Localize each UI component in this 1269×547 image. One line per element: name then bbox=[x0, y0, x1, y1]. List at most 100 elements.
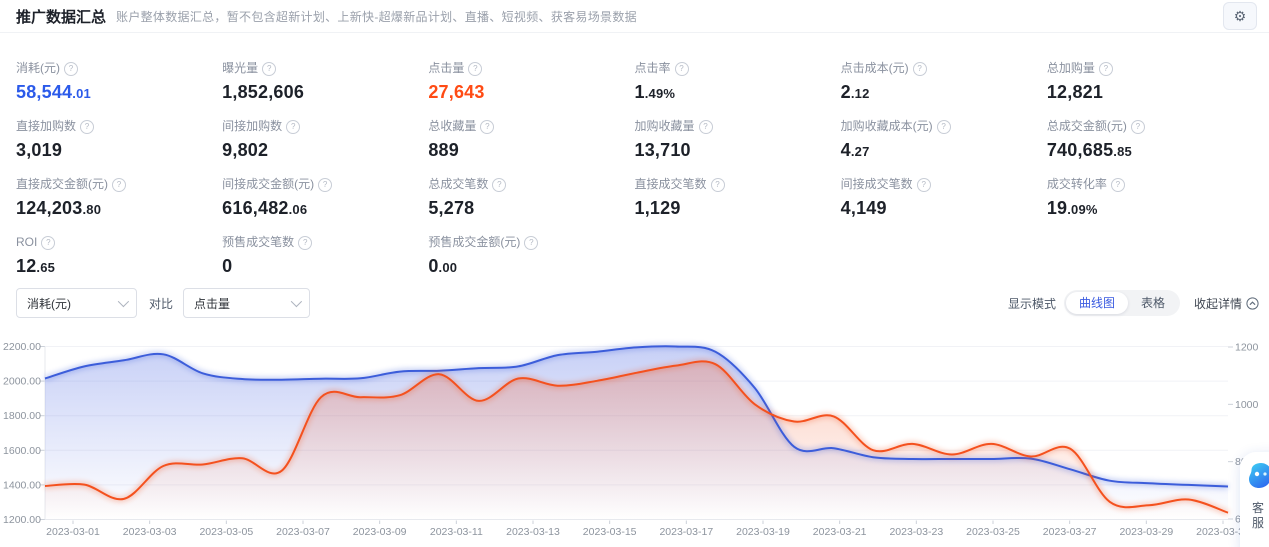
metric-value: 5,278 bbox=[428, 197, 634, 219]
help-icon[interactable]: ? bbox=[916, 177, 931, 192]
help-icon[interactable]: ? bbox=[318, 177, 333, 192]
left-axis-tick-label: 2200.00 bbox=[3, 341, 41, 353]
help-icon[interactable]: ? bbox=[524, 235, 539, 250]
metric-label-text: 预售成交笔数 bbox=[222, 235, 295, 249]
customer-service-label: 客服 bbox=[1252, 501, 1265, 530]
metric-label-text: 总加购量 bbox=[1046, 61, 1095, 75]
help-icon[interactable]: ? bbox=[1098, 61, 1113, 76]
x-axis-tick-label: 2023-03-11 bbox=[430, 526, 483, 538]
metric-value-main: 1,852,606 bbox=[222, 82, 305, 102]
trend-chart-svg: 2200.00 2000.00 1800.00 1600.00 1400.00 1200.… bbox=[3, 341, 1259, 538]
x-axis-tick-label: 2023-03-13 bbox=[506, 526, 560, 538]
metric-cell: 点击率? 1.49% bbox=[635, 47, 841, 105]
service-mascot-icon bbox=[1249, 463, 1269, 488]
metric-value: 58,544.01 bbox=[16, 81, 222, 105]
right-axis-tick-label: 1200 bbox=[1235, 342, 1259, 354]
metric-value: 27,643 bbox=[428, 81, 634, 103]
display-mode-group: 显示模式 曲线图 表格 收起详情 bbox=[1008, 290, 1259, 316]
help-icon[interactable]: ? bbox=[468, 61, 483, 76]
gear-icon: ⚙ bbox=[1233, 8, 1247, 24]
left-axis-tick-label: 1800.00 bbox=[3, 410, 41, 422]
help-icon[interactable]: ? bbox=[286, 119, 301, 134]
metric-label-text: 直接加购数 bbox=[16, 119, 77, 133]
metric-value-main: 12 bbox=[16, 256, 37, 276]
help-icon[interactable]: ? bbox=[1110, 177, 1125, 192]
settings-button[interactable]: ⚙ bbox=[1223, 2, 1257, 30]
metric-value-main: 1 bbox=[634, 82, 645, 102]
metric-value: 9,802 bbox=[222, 139, 428, 161]
metric-label: 预售成交金额(元)? bbox=[428, 221, 634, 250]
metric-value-main: 889 bbox=[428, 140, 459, 160]
help-icon[interactable]: ? bbox=[936, 119, 951, 134]
metric-label: 总加购量? bbox=[1047, 47, 1253, 76]
metric-cell: 加购收藏量? 13,710 bbox=[635, 105, 841, 163]
display-mode-toggle: 曲线图 表格 bbox=[1063, 290, 1180, 316]
metric-value-main: 0 bbox=[428, 256, 439, 276]
help-icon[interactable]: ? bbox=[298, 235, 313, 250]
collapse-details-button[interactable]: 收起详情 bbox=[1194, 295, 1259, 312]
help-icon[interactable]: ? bbox=[710, 177, 725, 192]
help-icon[interactable]: ? bbox=[262, 61, 277, 76]
left-axis-tick-label: 1200.00 bbox=[3, 514, 41, 526]
metric-value: 13,710 bbox=[635, 139, 841, 161]
metric-label-text: 直接成交金额(元) bbox=[16, 177, 108, 191]
help-icon[interactable]: ? bbox=[1130, 119, 1145, 134]
metric-value: 19.09% bbox=[1047, 197, 1253, 221]
left-axis-tick-label: 1600.00 bbox=[3, 445, 41, 457]
metric-value-decimal: .27 bbox=[850, 144, 870, 159]
primary-metric-value: 消耗(元) bbox=[27, 296, 71, 311]
metric-value-main: 4,149 bbox=[840, 198, 887, 218]
customer-service-widget[interactable]: 客服 bbox=[1240, 452, 1269, 547]
x-axis-tick-label: 2023-03-27 bbox=[1043, 526, 1097, 538]
metric-cell: 消耗(元)? 58,544.01 bbox=[16, 47, 222, 105]
metric-label: 点击率? bbox=[635, 47, 841, 76]
chevron-down-icon bbox=[290, 295, 303, 308]
help-icon[interactable]: ? bbox=[480, 119, 495, 134]
primary-metric-select[interactable]: 消耗(元) bbox=[16, 288, 137, 318]
metric-value-decimal: .65 bbox=[36, 260, 56, 275]
tab-table[interactable]: 表格 bbox=[1128, 292, 1178, 314]
help-icon[interactable]: ? bbox=[41, 235, 56, 250]
help-icon[interactable]: ? bbox=[80, 119, 95, 134]
metric-label: 间接成交笔数? bbox=[841, 163, 1047, 192]
metric-label-text: 总成交金额(元) bbox=[1046, 119, 1127, 133]
metric-value-decimal: .85 bbox=[1113, 144, 1132, 159]
metric-cell: 预售成交金额(元)? 0.00 bbox=[428, 221, 634, 279]
x-axis-tick-label: 2023-03-05 bbox=[199, 526, 253, 538]
metric-value-main: 4 bbox=[840, 140, 851, 160]
metric-value: 740,685.85 bbox=[1047, 139, 1253, 163]
metric-value: 3,019 bbox=[16, 139, 222, 161]
metric-value: 889 bbox=[428, 139, 634, 161]
compare-metric-select[interactable]: 点击量 bbox=[183, 288, 311, 318]
chevron-down-icon bbox=[117, 295, 130, 308]
metric-label: 加购收藏成本(元)? bbox=[841, 105, 1047, 134]
metric-value: 616,482.06 bbox=[222, 197, 428, 221]
metric-cell: 总收藏量? 889 bbox=[428, 105, 634, 163]
metric-label-text: 消耗(元) bbox=[16, 61, 60, 75]
metric-label-text: 预售成交金额(元) bbox=[428, 235, 521, 249]
help-icon[interactable]: ? bbox=[112, 177, 126, 192]
metric-label: 总成交金额(元)? bbox=[1047, 105, 1253, 134]
metric-label: 直接成交笔数? bbox=[635, 163, 841, 192]
metric-label-text: 加购收藏成本(元) bbox=[840, 119, 933, 133]
help-icon[interactable]: ? bbox=[492, 177, 507, 192]
metric-value: 0.00 bbox=[428, 255, 634, 279]
trend-chart-area[interactable]: 2200.00 2000.00 1800.00 1600.00 1400.00 1200.… bbox=[0, 335, 1269, 547]
metric-label: 间接成交金额(元)? bbox=[222, 163, 428, 192]
metric-label-text: 点击成本(元) bbox=[840, 61, 909, 75]
metric-label-text: 总成交笔数 bbox=[428, 177, 489, 191]
tab-curve-chart[interactable]: 曲线图 bbox=[1065, 292, 1128, 314]
metric-label: 直接成交金额(元)? bbox=[16, 163, 222, 192]
metric-value: 4.27 bbox=[841, 139, 1047, 163]
metric-value: 12.65 bbox=[16, 255, 222, 279]
help-icon[interactable]: ? bbox=[912, 61, 927, 76]
metric-label: 成交转化率? bbox=[1047, 163, 1253, 192]
x-axis-tick-label: 2023-03-03 bbox=[123, 526, 177, 538]
x-axis-tick-label: 2023-03-15 bbox=[583, 526, 637, 538]
help-icon[interactable]: ? bbox=[674, 61, 689, 76]
metric-label: 曝光量? bbox=[222, 47, 428, 76]
x-axis-tick-label: 2023-03-01 bbox=[46, 526, 100, 538]
help-icon[interactable]: ? bbox=[698, 119, 713, 134]
help-icon[interactable]: ? bbox=[64, 61, 78, 76]
